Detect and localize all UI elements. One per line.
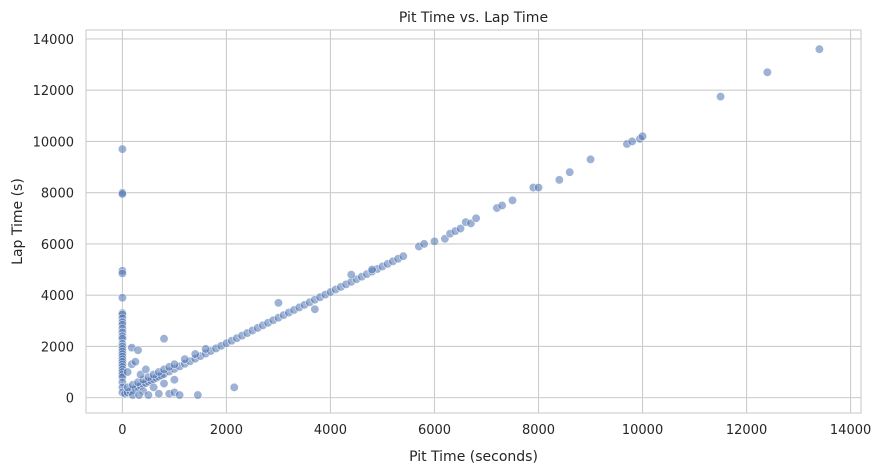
data-point bbox=[117, 293, 127, 303]
data-point bbox=[117, 189, 127, 199]
x-tick-label: 10000 bbox=[622, 423, 663, 438]
data-point bbox=[159, 334, 169, 344]
y-tick-label: 4000 bbox=[41, 289, 74, 304]
y-tick-label: 2000 bbox=[41, 340, 74, 355]
y-tick-label: 14000 bbox=[33, 33, 74, 48]
data-point bbox=[143, 390, 153, 400]
data-point bbox=[229, 382, 239, 392]
y-tick-label: 8000 bbox=[41, 187, 74, 202]
data-point bbox=[554, 175, 564, 185]
x-axis-label: Pit Time (seconds) bbox=[409, 449, 538, 465]
data-point bbox=[762, 67, 772, 77]
grid-layer bbox=[86, 30, 861, 413]
y-axis-label: Lap Time (s) bbox=[10, 178, 26, 265]
points-layer bbox=[117, 44, 824, 400]
x-tick-label: 6000 bbox=[418, 423, 451, 438]
data-point bbox=[346, 270, 356, 280]
data-point bbox=[169, 359, 179, 369]
data-point bbox=[429, 236, 439, 246]
x-tick-label: 12000 bbox=[726, 423, 767, 438]
data-point bbox=[180, 354, 190, 364]
data-point bbox=[154, 389, 164, 399]
data-point bbox=[497, 200, 507, 210]
data-point bbox=[814, 44, 824, 54]
data-point bbox=[638, 131, 648, 141]
data-point bbox=[471, 213, 481, 223]
y-tick-label: 12000 bbox=[33, 84, 74, 99]
data-point bbox=[716, 92, 726, 102]
data-point bbox=[169, 375, 179, 385]
data-point bbox=[133, 345, 143, 355]
data-point bbox=[159, 379, 169, 389]
data-point bbox=[117, 144, 127, 154]
x-tick-label: 4000 bbox=[314, 423, 347, 438]
data-point bbox=[117, 268, 127, 278]
data-point bbox=[419, 239, 429, 249]
y-tick-label: 10000 bbox=[33, 135, 74, 150]
data-point bbox=[123, 367, 133, 377]
data-point bbox=[534, 183, 544, 193]
tick-layer: 0 2000 4000 6000 8000 10000 12000 14000 0 2000 400… bbox=[33, 33, 872, 438]
data-point bbox=[193, 390, 203, 400]
data-point bbox=[367, 265, 377, 275]
data-point bbox=[398, 251, 408, 261]
x-tick-label: 14000 bbox=[830, 423, 871, 438]
data-point bbox=[565, 167, 575, 177]
data-point bbox=[190, 349, 200, 359]
data-point bbox=[175, 390, 185, 400]
y-tick-label: 6000 bbox=[41, 238, 74, 253]
y-tick-label: 0 bbox=[66, 392, 74, 407]
data-point bbox=[130, 357, 140, 367]
data-point bbox=[508, 195, 518, 205]
x-tick-label: 8000 bbox=[522, 423, 555, 438]
x-tick-label: 2000 bbox=[210, 423, 243, 438]
data-point bbox=[141, 364, 151, 374]
data-point bbox=[149, 382, 159, 392]
data-point bbox=[310, 304, 320, 314]
data-point bbox=[273, 298, 283, 308]
x-tick-label: 0 bbox=[118, 423, 126, 438]
plot-frame bbox=[85, 29, 862, 414]
data-point bbox=[134, 390, 144, 400]
data-point bbox=[455, 224, 465, 234]
data-point bbox=[627, 136, 637, 146]
data-point bbox=[201, 344, 211, 354]
data-point bbox=[586, 154, 596, 164]
chart-title: Pit Time vs. Lap Time bbox=[399, 10, 548, 26]
